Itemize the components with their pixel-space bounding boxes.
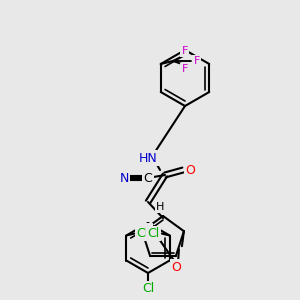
Text: O: O xyxy=(185,164,195,176)
Text: F: F xyxy=(182,46,188,56)
Text: C: C xyxy=(144,172,152,184)
Text: N: N xyxy=(119,172,129,184)
Text: H: H xyxy=(156,202,164,212)
Text: F: F xyxy=(182,64,188,74)
Text: Cl: Cl xyxy=(148,227,160,240)
Text: F: F xyxy=(194,56,200,66)
Text: Cl: Cl xyxy=(142,283,154,296)
Text: Cl: Cl xyxy=(136,227,148,240)
Text: HN: HN xyxy=(139,152,158,164)
Text: O: O xyxy=(171,261,181,274)
Text: O: O xyxy=(142,225,152,238)
